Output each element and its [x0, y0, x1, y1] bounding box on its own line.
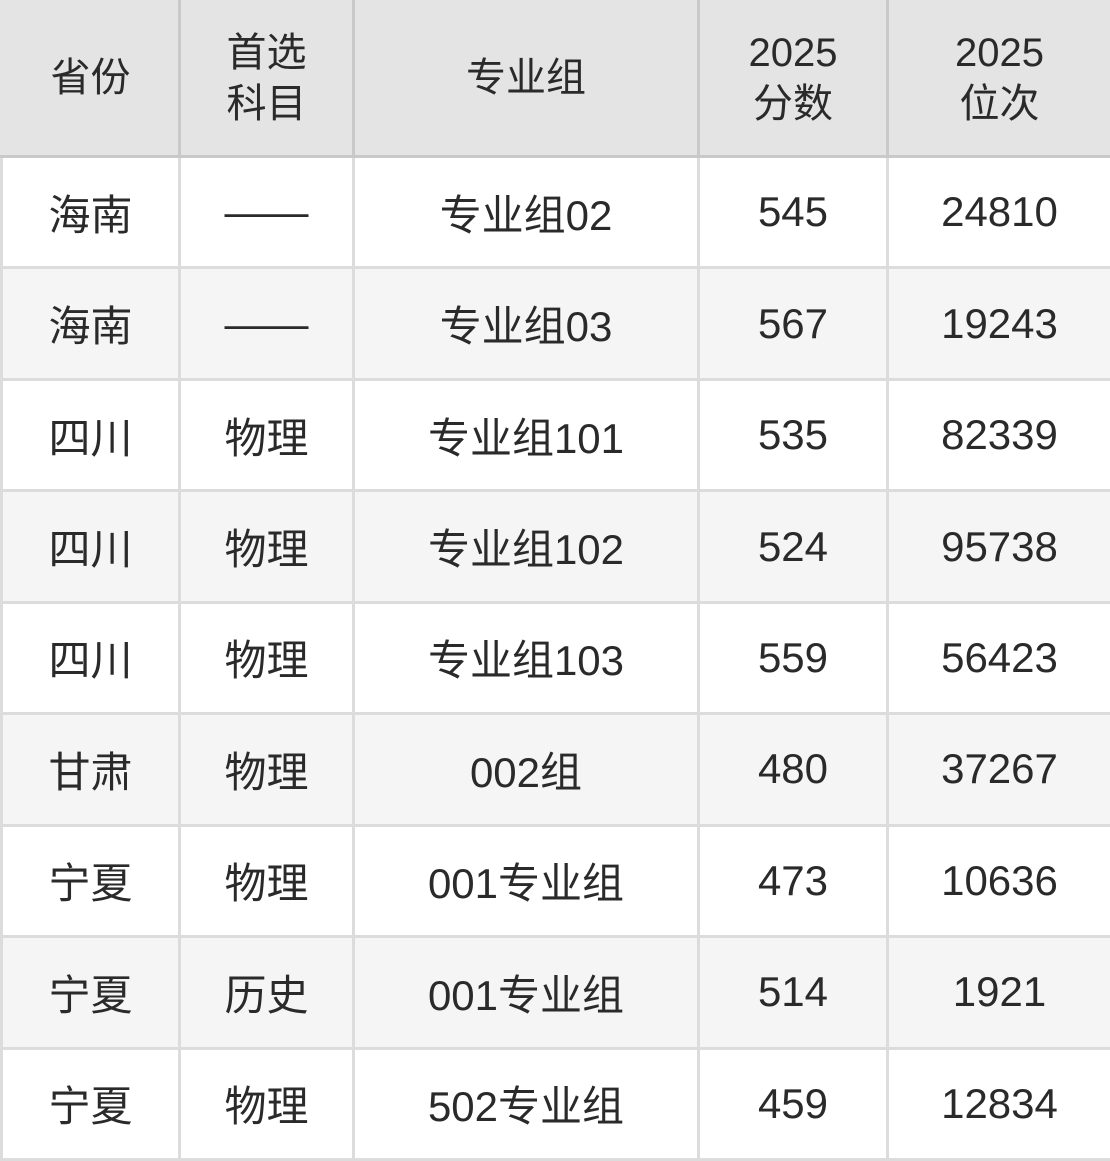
table-row: 四川 物理 专业组103 559 56423	[0, 600, 1110, 716]
column-header-line: 省份	[50, 56, 131, 101]
cell-subject: 物理	[178, 712, 355, 827]
cell-score: 567	[697, 266, 889, 381]
cell-province: 宁夏	[0, 823, 181, 939]
table-row: 宁夏 历史 001专业组 514 1921	[0, 935, 1110, 1050]
cell-rank: 12834	[886, 1046, 1110, 1161]
cell-rank: 37267	[886, 712, 1110, 827]
cell-rank: 56423	[886, 600, 1110, 716]
cell-subject: ——	[178, 266, 355, 381]
cell-group: 专业组101	[352, 377, 700, 493]
column-header-province: 省份	[0, 0, 181, 158]
cell-score: 459	[697, 1046, 889, 1161]
cell-province: 海南	[0, 266, 181, 381]
cell-score: 535	[697, 377, 889, 493]
cell-score: 480	[697, 712, 889, 827]
cell-province: 甘肃	[0, 712, 181, 827]
column-header-line: 分数	[753, 82, 833, 126]
column-header-line: 专业组	[466, 56, 586, 101]
cell-subject: ——	[178, 154, 355, 270]
cell-group: 001专业组	[352, 935, 700, 1050]
table-row: 海南 —— 专业组02 545 24810	[0, 154, 1110, 270]
cell-subject: 物理	[178, 1046, 355, 1161]
cell-rank: 19243	[886, 266, 1110, 381]
column-header-line: 首选	[226, 30, 307, 75]
column-header-score-2025: 2025 分数	[697, 0, 889, 158]
cell-subject: 物理	[178, 489, 355, 604]
table-row: 宁夏 物理 001专业组 473 10636	[0, 823, 1110, 939]
column-header-major-group: 专业组	[352, 0, 700, 158]
column-header-rank-2025: 2025 位次	[886, 0, 1110, 158]
cell-rank: 95738	[886, 489, 1110, 604]
table-row: 宁夏 物理 502专业组 459 12834	[0, 1046, 1110, 1161]
cell-group: 专业组03	[352, 266, 700, 381]
cell-province: 四川	[0, 600, 181, 716]
cell-score: 514	[697, 935, 889, 1050]
column-header-preferred-subject: 首选 科目	[178, 0, 355, 158]
column-header-line: 2025	[955, 30, 1044, 75]
cell-province: 四川	[0, 489, 181, 604]
header-row: 省份 首选科目 专业组 2025 分数 2025 位次	[0, 0, 1110, 158]
cell-group: 专业组103	[352, 600, 700, 716]
table-row: 甘肃 物理 002组 480 37267	[0, 712, 1110, 827]
cell-group: 专业组102	[352, 489, 700, 604]
column-header-line: 科目	[226, 82, 307, 126]
table-row: 四川 物理 专业组102 524 95738	[0, 489, 1110, 604]
table-body: 海南 —— 专业组02 545 24810 海南 —— 专业组03 567 19243 四川 物理 专业…	[0, 154, 1110, 1161]
cell-group: 502专业组	[352, 1046, 700, 1161]
cell-subject: 物理	[178, 823, 355, 939]
cell-province: 宁夏	[0, 935, 181, 1050]
cell-subject: 物理	[178, 600, 355, 716]
cell-rank: 82339	[886, 377, 1110, 493]
cell-group: 002组	[352, 712, 700, 827]
cell-group: 001专业组	[352, 823, 700, 939]
cell-rank: 10636	[886, 823, 1110, 939]
cell-score: 545	[697, 154, 889, 270]
cell-subject: 历史	[178, 935, 355, 1050]
cell-group: 专业组02	[352, 154, 700, 270]
cell-province: 宁夏	[0, 1046, 181, 1161]
cell-rank: 1921	[886, 935, 1110, 1050]
cell-province: 四川	[0, 377, 181, 493]
table-row: 四川 物理 专业组101 535 82339	[0, 377, 1110, 493]
cell-subject: 物理	[178, 377, 355, 493]
column-header-line: 2025	[748, 30, 838, 75]
cell-rank: 24810	[886, 154, 1110, 270]
cell-province: 海南	[0, 154, 181, 270]
cell-score: 559	[697, 600, 889, 716]
cell-score: 473	[697, 823, 889, 939]
table-row: 海南 —— 专业组03 567 19243	[0, 266, 1110, 381]
table-header: 省份 首选科目 专业组 2025 分数 2025 位次	[0, 0, 1110, 158]
column-header-line: 位次	[959, 82, 1040, 126]
cell-score: 524	[697, 489, 889, 604]
